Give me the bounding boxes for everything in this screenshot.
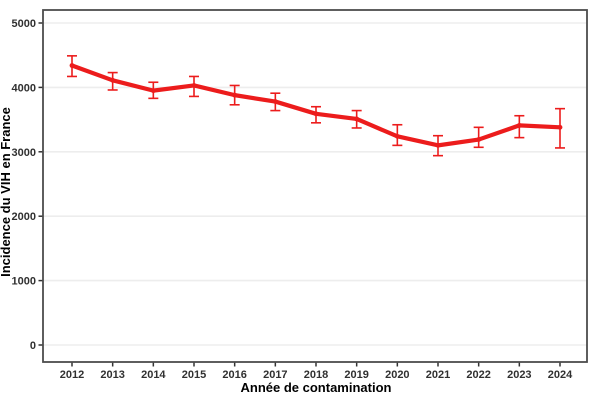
x-tick-label: 2024	[548, 369, 573, 381]
x-tick-label: 2016	[222, 369, 246, 381]
x-tick-label: 2018	[304, 369, 328, 381]
data-point	[313, 111, 319, 117]
y-tick-label: 4000	[12, 82, 36, 94]
x-tick-label: 2014	[141, 369, 166, 381]
x-axis-title: Année de contamination	[241, 380, 392, 395]
y-axis-title: Incidence du VIH en France	[0, 107, 13, 277]
y-tick-label: 3000	[12, 147, 36, 159]
x-tick-label: 2020	[385, 369, 409, 381]
data-point	[232, 92, 238, 98]
x-tick-label: 2012	[60, 369, 84, 381]
data-point	[435, 142, 441, 148]
x-tick-label: 2023	[507, 369, 531, 381]
data-series-layer	[67, 55, 565, 157]
x-tick-label: 2019	[344, 369, 368, 381]
x-tick-label: 2013	[100, 369, 124, 381]
x-tick-label: 2022	[466, 369, 490, 381]
y-tick-label: 0	[30, 340, 36, 352]
y-tick-label: 5000	[12, 18, 36, 30]
panel-border	[42, 9, 588, 363]
y-tick-label: 1000	[12, 276, 36, 288]
y-tick-label: 2000	[12, 211, 36, 223]
data-point	[516, 122, 522, 128]
data-point	[354, 116, 360, 122]
data-point	[191, 83, 197, 88]
data-point	[394, 133, 400, 139]
x-tick-label: 2021	[426, 369, 450, 381]
x-tick-label: 2017	[263, 369, 287, 381]
ticks-layer: 0 1000 2000 3000 4000 5000 2012 2013 2014 2015 201…	[12, 18, 574, 381]
data-point	[272, 99, 278, 104]
data-point	[557, 124, 563, 130]
data-point	[476, 137, 482, 142]
data-point	[69, 63, 75, 68]
x-tick-label: 2015	[182, 369, 206, 381]
data-point	[150, 88, 156, 94]
plot-area	[43, 10, 587, 362]
data-point	[110, 77, 116, 83]
